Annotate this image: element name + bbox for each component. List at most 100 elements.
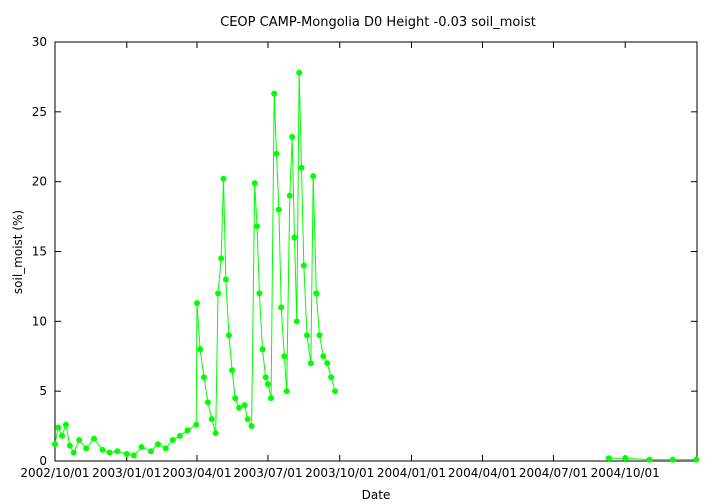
data-point [59,432,66,439]
data-point [669,456,676,463]
series-segment [291,136,295,238]
series-segment [289,136,293,196]
data-point [204,399,211,406]
data-point [271,90,278,97]
data-point [197,346,204,353]
data-point [291,234,298,241]
series-segment [254,183,258,227]
series-segment [228,335,233,371]
series-segment [625,457,650,461]
series-segment [306,335,312,364]
data-points [52,69,700,463]
series-segment [222,178,227,280]
data-point [605,455,612,462]
data-point [251,180,258,187]
x-tick-label: 2004/07/01 [519,466,588,480]
y-tick-label: 20 [32,175,47,189]
data-point [693,456,700,463]
data-point [293,318,300,325]
series-segment [301,167,305,266]
data-point [212,430,219,437]
y-tick-label: 25 [32,105,47,119]
x-tick-label: 2004/10/01 [591,466,660,480]
data-point [236,404,243,411]
series-segment [298,72,303,168]
series-segment [251,183,256,427]
data-point [283,388,290,395]
data-point [646,456,653,463]
y-tick-label: 10 [32,314,47,328]
data-point [241,402,248,409]
series-segment [203,377,209,403]
data-point [232,395,239,402]
data-point [220,175,227,182]
x-tick-label: 2003/10/01 [305,466,374,480]
data-point [106,449,113,456]
data-point [262,374,269,381]
data-point [244,416,251,423]
series-segment [215,293,219,434]
data-point [229,367,236,374]
series-segment [270,93,275,399]
data-point [256,290,263,297]
series-line-group [54,72,697,461]
series-segment [258,293,263,350]
x-axis-label: Date [362,488,391,502]
data-point [66,442,73,449]
data-point [264,381,271,388]
data-point [622,455,629,462]
data-point [300,262,307,269]
series-segment [276,153,280,210]
series-segment [303,265,308,336]
series-segment [65,424,71,446]
x-axis: 2002/10/01 2003/01/01 2003/04/01 2003/07/01… [20,42,660,480]
data-point [328,374,335,381]
data-point [147,448,154,455]
y-axis-label: soil_moist (%) [11,210,25,294]
data-point [218,255,225,262]
data-point [62,421,69,428]
x-tick-label: 2003/07/01 [233,466,302,480]
data-point [200,374,207,381]
series-segment [315,293,320,336]
series-segment [220,178,224,259]
data-point [52,441,58,448]
data-point [324,360,331,367]
x-tick-label: 2004/04/01 [448,466,517,480]
data-point [303,332,310,339]
series-segment [196,303,201,350]
data-point [138,444,145,451]
data-point [248,423,255,430]
series-segment [273,93,278,154]
data-point [169,437,176,444]
data-point [225,332,232,339]
x-tick-label: 2003/01/01 [92,466,161,480]
data-point [184,427,191,434]
series-segment [312,176,317,294]
series-segment [225,279,230,336]
data-point [193,421,200,428]
series-segment [231,370,236,399]
data-point [55,424,62,431]
chart-title: CEOP CAMP-Mongolia D0 Height -0.03 soil_… [220,15,536,30]
data-point [70,449,77,456]
series-segment [293,237,298,322]
x-tick-label: 2003/04/01 [162,466,231,480]
data-point [83,445,90,452]
x-tick-label: 2004/01/01 [377,466,446,480]
series-segment [296,72,300,322]
data-point [193,300,200,307]
data-point [278,304,285,311]
series-segment [310,176,314,364]
data-point [208,416,215,423]
plot-frame [54,41,698,462]
data-point [91,435,98,442]
series-segment [280,307,285,357]
y-tick-label: 30 [32,35,47,49]
series-segment [318,335,324,357]
data-point [313,290,320,297]
data-point [310,173,317,180]
data-point [275,206,282,213]
data-point [259,346,266,353]
series-segment [286,195,291,392]
